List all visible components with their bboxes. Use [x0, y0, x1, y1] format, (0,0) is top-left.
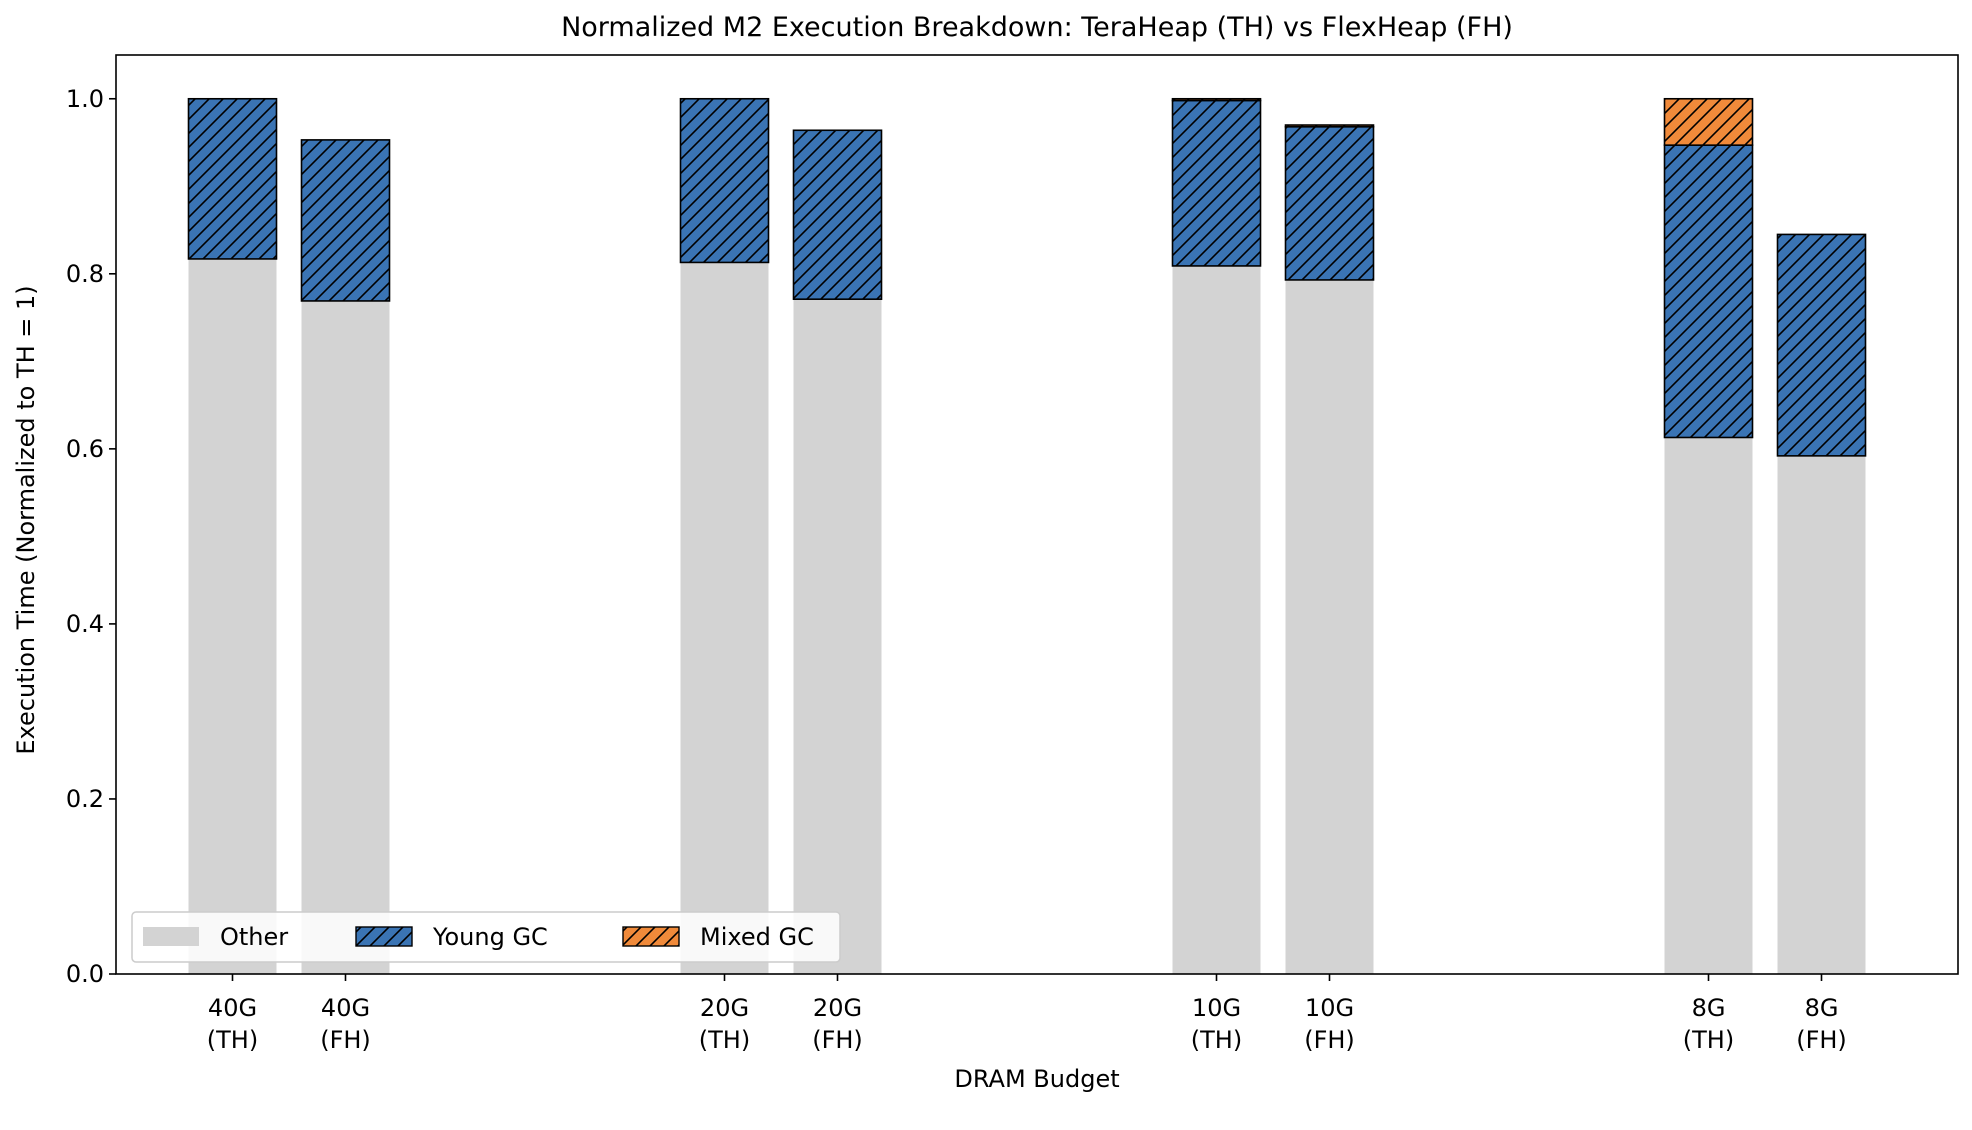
bars-layer — [187, 97, 1867, 975]
bar-40G-th-young-gc — [187, 97, 278, 260]
bar-8G-th-mixed-gc — [1663, 97, 1754, 146]
bar-8G-fh-other — [1777, 455, 1866, 975]
legend-label: Other — [220, 923, 288, 951]
bar-10G-th-young-gc — [1171, 99, 1262, 267]
y-tick-label: 0.4 — [66, 610, 104, 638]
bar-8G-th-other — [1664, 437, 1753, 975]
x-tick-label-sub: (FH) — [320, 1026, 371, 1054]
bar-20G-th-other — [680, 262, 769, 975]
x-tick-label-sub: (TH) — [699, 1026, 750, 1054]
bar-40G-th-young-gc-hatch — [187, 97, 278, 260]
legend-item-mixed-gc: Mixed GC — [622, 923, 814, 951]
bar-40G-fh-young-gc-hatch — [300, 139, 391, 302]
legend-swatch — [143, 927, 199, 946]
bar-10G-th-mixed-gc-hatch — [1171, 97, 1262, 102]
x-tick-label: 10G — [1192, 994, 1241, 1022]
y-axis-label: Execution Time (Normalized to TH = 1) — [12, 285, 40, 754]
legend-item-other: Other — [143, 923, 288, 951]
bar-20G-fh-other — [793, 299, 882, 975]
bar-20G-th-young-gc — [679, 97, 770, 264]
bar-40G-fh-young-gc — [300, 139, 391, 302]
legend-item-young-gc: Young GC — [355, 923, 548, 951]
legend-swatch-hatch — [355, 926, 413, 947]
x-tick-label-sub: (TH) — [207, 1026, 258, 1054]
x-tick-label-sub: (FH) — [1304, 1026, 1355, 1054]
x-tick-label-sub: (FH) — [1796, 1026, 1847, 1054]
bar-40G-fh-other — [301, 300, 390, 974]
bar-8G-fh-young-gc — [1776, 233, 1867, 457]
bar-8G-th-young-gc-hatch — [1663, 144, 1754, 439]
x-tick-label: 8G — [1692, 994, 1726, 1022]
bar-20G-fh-young-gc-hatch — [792, 129, 883, 300]
x-tick-label: 8G — [1805, 994, 1839, 1022]
legend-label: Mixed GC — [700, 923, 814, 951]
x-tick-label-sub: (TH) — [1191, 1026, 1242, 1054]
x-axis-label: DRAM Budget — [954, 1065, 1119, 1093]
y-axis: 0.0 0.2 0.4 0.6 0.8 1.0 — [66, 85, 116, 988]
y-tick-label: 0.8 — [66, 260, 104, 288]
bar-10G-fh-young-gc — [1284, 125, 1375, 281]
bar-20G-fh-young-gc — [792, 129, 883, 300]
bar-10G-th-mixed-gc — [1171, 97, 1262, 102]
bar-10G-th-other — [1172, 265, 1261, 974]
bar-20G-th-young-gc-hatch — [679, 97, 770, 264]
bar-10G-fh-mixed-gc — [1284, 124, 1375, 128]
y-tick-label: 0.6 — [66, 435, 104, 463]
legend-label: Young GC — [432, 923, 548, 951]
bar-8G-th-young-gc — [1663, 144, 1754, 439]
x-tick-label: 20G — [813, 994, 862, 1022]
x-tick-label-sub: (FH) — [812, 1026, 863, 1054]
x-axis: 40G (TH) 40G (FH) 20G (TH) 20G (FH) 10G (TH) 10G (F… — [207, 974, 1847, 1054]
plot-frame — [115, 54, 1959, 975]
bar-10G-fh-mixed-gc-hatch — [1284, 124, 1375, 128]
bar-10G-th-young-gc-hatch — [1171, 99, 1262, 267]
y-tick-label: 1.0 — [66, 85, 104, 113]
y-tick-label: 0.2 — [66, 785, 104, 813]
bar-8G-fh-young-gc-hatch — [1776, 233, 1867, 457]
x-tick-label: 10G — [1305, 994, 1354, 1022]
x-tick-label: 40G — [208, 994, 257, 1022]
bar-40G-th-other — [188, 258, 277, 974]
legend-swatch-hatch — [622, 926, 680, 947]
x-tick-label: 40G — [321, 994, 370, 1022]
bar-8G-th-mixed-gc-hatch — [1663, 97, 1754, 146]
y-tick-label: 0.0 — [66, 960, 104, 988]
legend: Other Young GC Mixed GC — [131, 911, 841, 963]
bar-10G-fh-young-gc-hatch — [1284, 125, 1375, 281]
bar-10G-fh-other — [1285, 279, 1374, 975]
x-tick-label: 20G — [700, 994, 749, 1022]
legend-box — [131, 911, 841, 963]
x-tick-label-sub: (TH) — [1683, 1026, 1734, 1054]
chart-title: Normalized M2 Execution Breakdown: TeraH… — [561, 12, 1513, 43]
